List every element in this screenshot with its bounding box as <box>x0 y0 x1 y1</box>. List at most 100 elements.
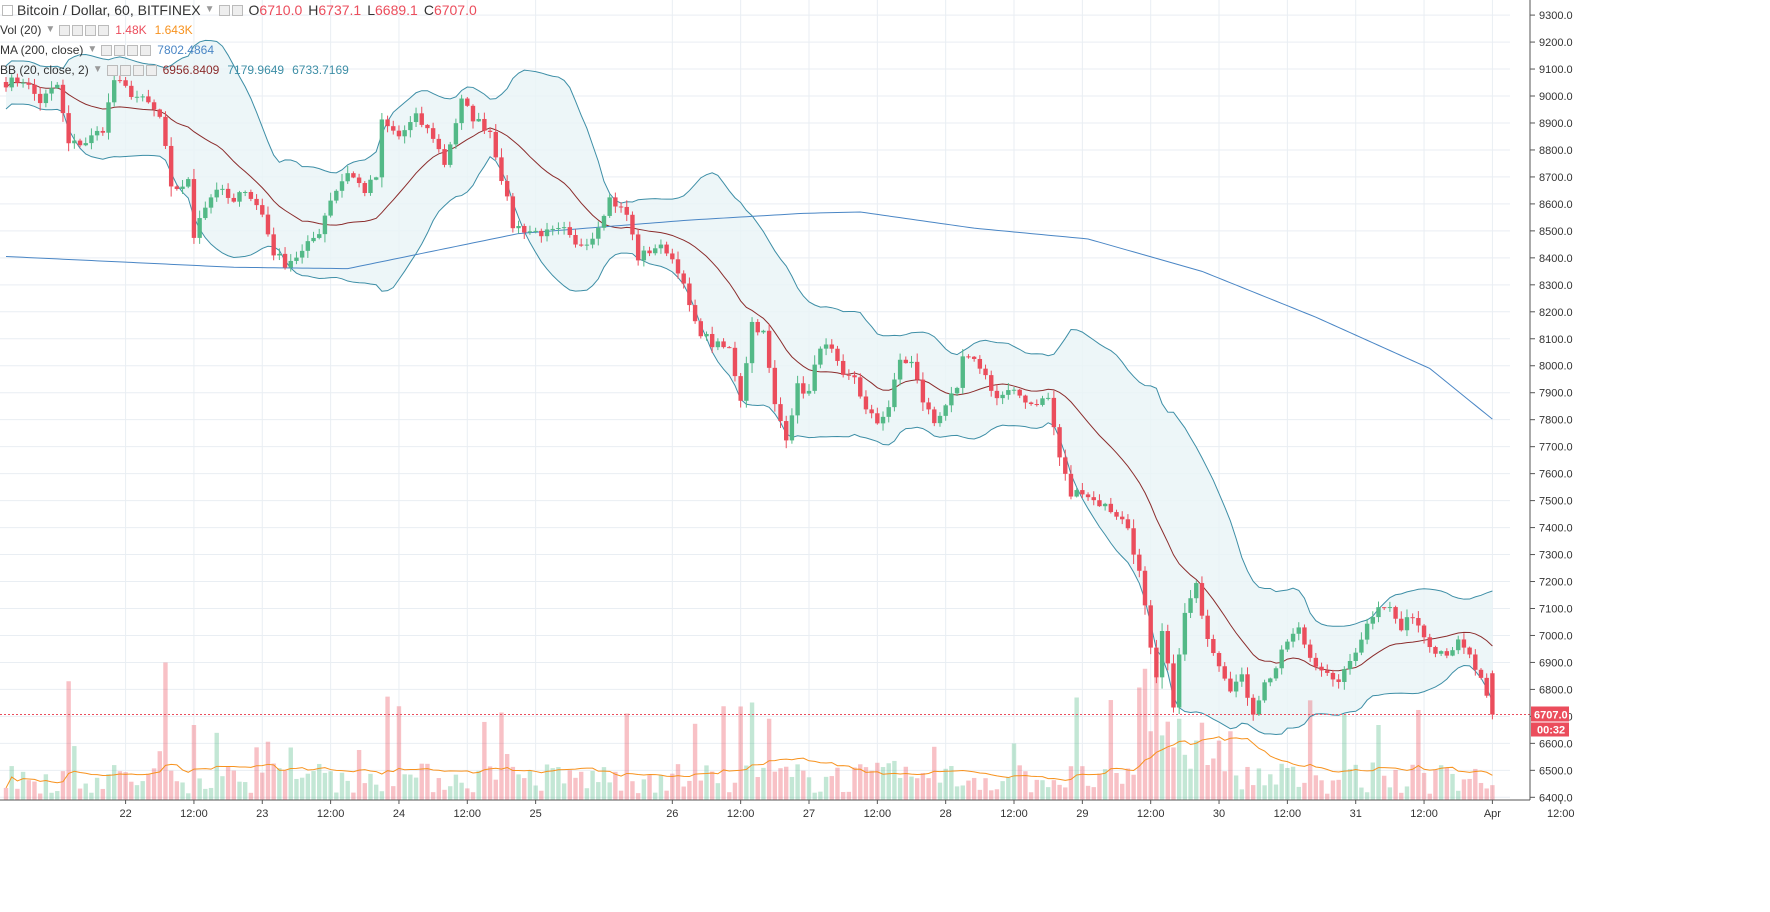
candle-body <box>516 225 521 229</box>
volume-bar <box>527 770 533 800</box>
ma-eye-icon[interactable] <box>101 44 113 56</box>
candle-body <box>214 189 219 198</box>
volume-bar <box>277 768 282 800</box>
time-tick-label: 28 <box>940 808 952 820</box>
time-tick-label: 24 <box>393 808 405 820</box>
candle-body <box>32 84 37 94</box>
bb-lower-value: 6733.7169 <box>292 63 349 77</box>
volume-bar <box>1285 768 1290 800</box>
settings-icon[interactable] <box>218 4 230 16</box>
price-tick-label: 7500.0 <box>1539 496 1573 508</box>
volume-bar <box>715 783 721 800</box>
ma-close-icon[interactable] <box>140 44 152 56</box>
candle-body <box>277 253 282 256</box>
candle-body <box>1165 631 1170 664</box>
symbol-caret-icon[interactable]: ▼ <box>204 4 215 15</box>
vol-close-icon[interactable] <box>98 24 110 36</box>
volume-bar <box>1404 786 1410 800</box>
volume-bar <box>846 791 852 800</box>
volume-bar <box>692 723 698 800</box>
volume-bar <box>943 768 948 800</box>
candle-body <box>596 227 601 239</box>
volume-bar <box>123 772 128 800</box>
vol-add-icon[interactable] <box>85 24 97 36</box>
ma-add-icon[interactable] <box>127 44 139 56</box>
candle-body <box>801 383 806 394</box>
hide-icon[interactable] <box>231 4 243 16</box>
price-tick-label: 9200.0 <box>1539 37 1573 49</box>
vol-eye-icon[interactable] <box>59 24 71 36</box>
volume-bar <box>106 774 111 800</box>
volume-bar <box>1051 780 1057 800</box>
vol-settings-icon[interactable] <box>72 24 84 36</box>
price-tick-label: 8800.0 <box>1539 145 1573 157</box>
candle-body <box>1085 494 1091 498</box>
collapse-icon[interactable] <box>2 4 13 16</box>
volume-bar <box>83 783 88 800</box>
price-tick-label: 9300.0 <box>1539 10 1573 22</box>
volume-bar <box>60 771 66 800</box>
candle-body <box>66 113 71 144</box>
candle-body <box>835 348 840 361</box>
volume-bar <box>1370 762 1375 800</box>
volume-bar <box>971 777 977 800</box>
vol-caret-icon[interactable]: ▼ <box>45 24 56 35</box>
bb-label: BB (20, close, 2) <box>0 63 89 77</box>
volume-bar <box>977 789 983 800</box>
volume-bar <box>567 770 573 800</box>
volume-bar <box>1490 785 1495 800</box>
volume-bar <box>1416 709 1421 800</box>
candle-body <box>191 179 197 238</box>
bb-add-icon[interactable] <box>132 64 144 76</box>
bb-caret-icon[interactable]: ▼ <box>92 64 103 75</box>
candle-body <box>1102 503 1108 507</box>
volume-bar <box>1393 769 1398 800</box>
volume-bar <box>852 767 857 800</box>
candle-body <box>749 321 755 364</box>
volume-bar <box>339 772 345 800</box>
candle-body <box>231 197 236 202</box>
volume-bar <box>1068 766 1074 800</box>
candle-body <box>1427 637 1432 648</box>
bb-settings-icon[interactable] <box>119 64 131 76</box>
volume-bar <box>772 771 778 800</box>
volume-bar <box>328 771 333 800</box>
candle-body <box>49 88 54 94</box>
volume-bar <box>590 770 595 800</box>
volume-bar <box>1137 687 1142 800</box>
volume-bar <box>1063 787 1068 800</box>
volume-bar <box>504 754 510 800</box>
volume-bar <box>1085 785 1091 800</box>
ma-caret-icon[interactable]: ▼ <box>87 44 98 55</box>
candle-body <box>915 361 920 380</box>
candle-body <box>704 333 709 337</box>
volume-bar <box>510 766 516 800</box>
volume-bar <box>1017 765 1022 800</box>
candle-body <box>43 93 49 104</box>
volume-bar <box>487 766 493 800</box>
symbol-title: Bitcoin / Dollar, 60, BITFINEX <box>17 2 201 18</box>
volume-bar <box>989 790 994 800</box>
ma-settings-icon[interactable] <box>114 44 126 56</box>
candle-body <box>1438 651 1444 654</box>
volume-bar <box>208 787 214 800</box>
candle-body <box>994 390 1000 399</box>
candle-body <box>1359 639 1364 653</box>
volume-bar <box>1473 768 1478 800</box>
candle-body <box>584 244 590 246</box>
bb-close-icon[interactable] <box>145 64 157 76</box>
volume-bar <box>721 706 726 800</box>
candle-body <box>527 231 533 233</box>
bb-eye-icon[interactable] <box>106 64 118 76</box>
bb-upper-value: 7179.9649 <box>227 63 285 77</box>
candle-body <box>288 260 293 268</box>
volume-bar <box>288 747 293 800</box>
price-tick-label: 7900.0 <box>1539 388 1573 400</box>
volume-bar <box>584 788 590 800</box>
volume-bar <box>573 777 578 800</box>
candle-body <box>1239 674 1245 682</box>
volume-bar <box>835 767 840 800</box>
volume-bar <box>1290 766 1296 800</box>
volume-bar <box>1427 793 1432 800</box>
